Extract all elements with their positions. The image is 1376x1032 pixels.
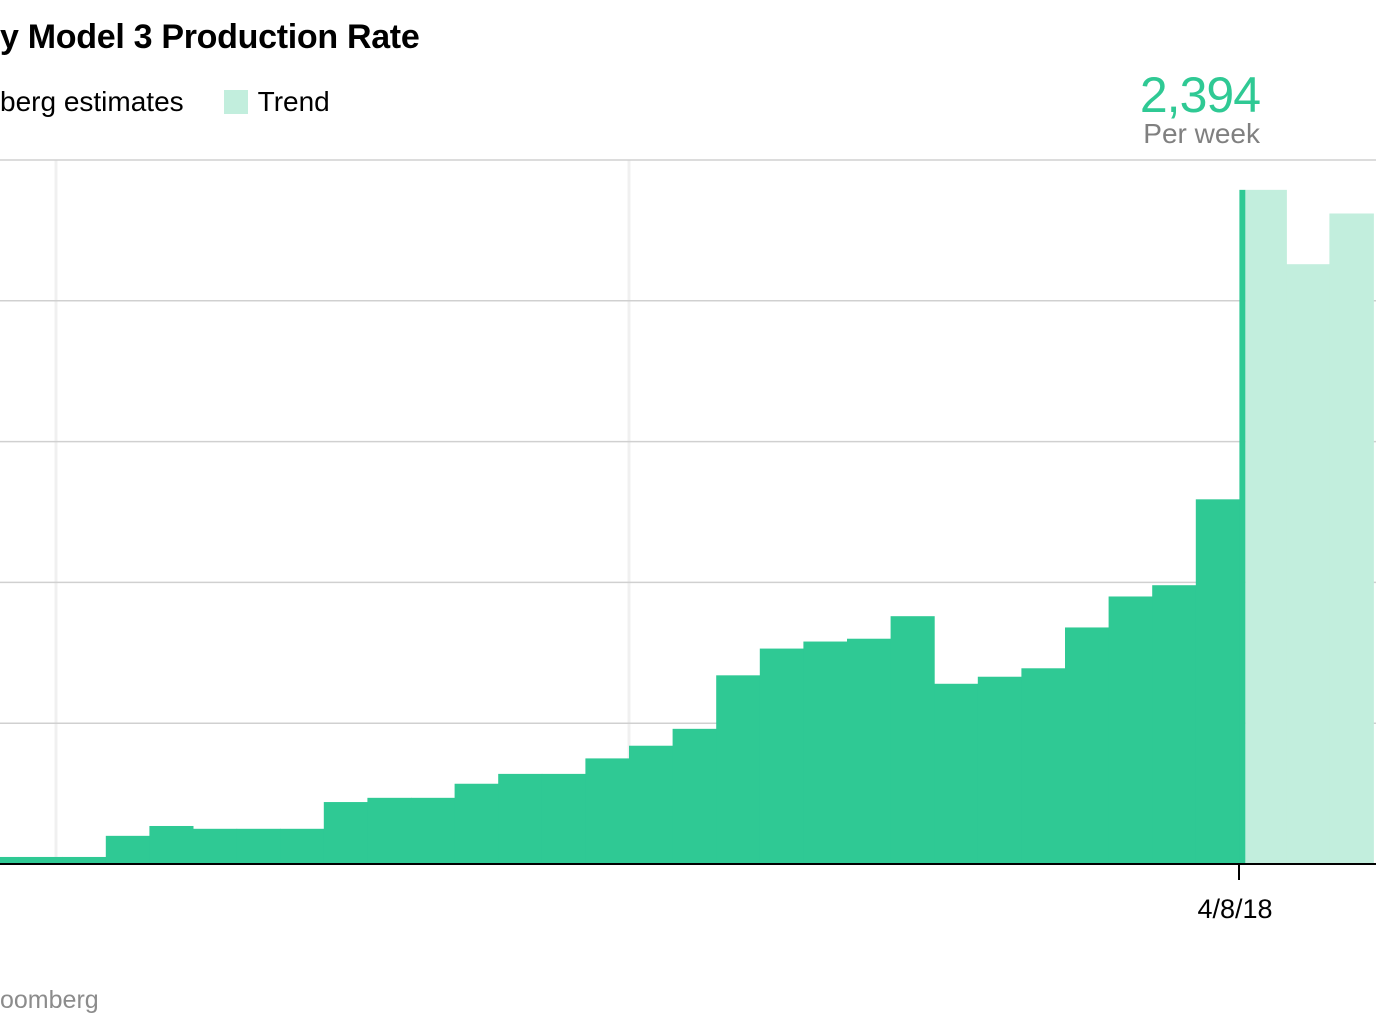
estimate-bar-13 bbox=[541, 773, 586, 864]
estimate-bar-0 bbox=[0, 856, 20, 864]
estimate-bar-22 bbox=[934, 683, 979, 864]
estimate-bar-9 bbox=[367, 797, 412, 864]
estimate-bar-11 bbox=[454, 783, 499, 864]
x-tick-label-0: 4/8/18 bbox=[1197, 894, 1272, 924]
estimate-bar-8 bbox=[323, 802, 368, 864]
peak-callout: 2,394 Per week bbox=[1139, 67, 1261, 149]
estimate-bar-24 bbox=[1021, 668, 1066, 864]
legend: berg estimates Trend bbox=[0, 86, 330, 118]
estimate-bar-17 bbox=[716, 675, 761, 864]
estimate-bar-16 bbox=[672, 728, 717, 864]
estimate-bar-20 bbox=[847, 638, 892, 864]
legend-label-estimates: berg estimates bbox=[0, 86, 184, 117]
estimate-bar-18 bbox=[759, 648, 804, 864]
estimate-bar-4 bbox=[149, 825, 194, 864]
estimate-bar-15 bbox=[629, 745, 674, 864]
legend-item-estimates: berg estimates bbox=[0, 86, 184, 118]
estimate-bar-5 bbox=[193, 828, 238, 864]
estimate-bar-29 bbox=[1239, 189, 1246, 864]
estimate-bar-1 bbox=[18, 856, 63, 864]
legend-item-trend: Trend bbox=[223, 86, 330, 118]
peak-value: 2,394 bbox=[1139, 67, 1261, 123]
estimate-bar-26 bbox=[1108, 596, 1153, 864]
estimate-bar-14 bbox=[585, 758, 630, 864]
estimate-bar-6 bbox=[236, 828, 281, 864]
estimate-bar-25 bbox=[1065, 627, 1110, 864]
chart-title: y Model 3 Production Rate bbox=[0, 18, 420, 56]
estimate-bar-19 bbox=[803, 641, 848, 864]
estimate-bar-27 bbox=[1152, 585, 1197, 864]
trend-bar-1 bbox=[1286, 264, 1330, 864]
estimate-bar-28 bbox=[1195, 499, 1240, 864]
legend-label-trend: Trend bbox=[257, 86, 330, 117]
legend-swatch-trend bbox=[223, 90, 248, 114]
estimate-bar-7 bbox=[280, 828, 325, 864]
estimate-bar-21 bbox=[890, 616, 935, 864]
estimate-bar-12 bbox=[498, 773, 543, 864]
trend-bar-2 bbox=[1329, 213, 1374, 864]
trend-bar-0 bbox=[1245, 189, 1287, 864]
estimate-bar-10 bbox=[411, 797, 456, 864]
estimate-bar-23 bbox=[977, 676, 1022, 864]
source-note: oomberg bbox=[0, 986, 99, 1014]
estimate-bar-2 bbox=[62, 856, 107, 864]
peak-unit: Per week bbox=[1143, 118, 1260, 149]
estimate-bar-3 bbox=[105, 835, 150, 864]
